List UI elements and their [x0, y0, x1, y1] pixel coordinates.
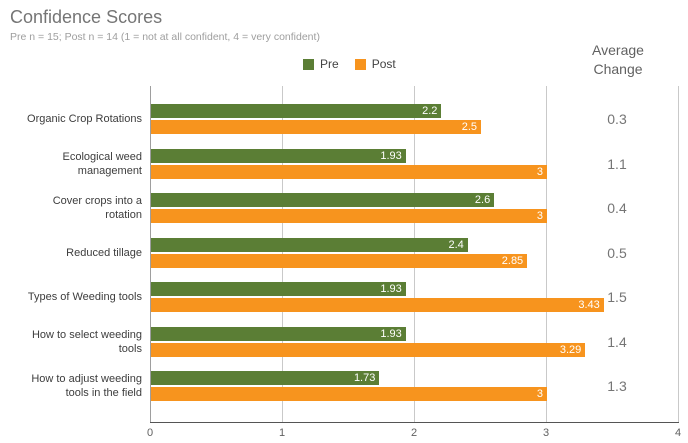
post-bar: 3: [151, 387, 547, 401]
category-label-line: How to adjust weeding: [31, 373, 142, 385]
pre-legend-swatch: [303, 58, 314, 70]
bar-value-label: 3.29: [559, 343, 582, 356]
average-change-value: 1.3: [607, 378, 627, 394]
x-axis-line: [150, 422, 679, 423]
category-label: Reduced tillage: [0, 246, 142, 260]
category-label: How to select weeding tools: [0, 328, 142, 356]
category-label-line: Organic Crop Rotations: [27, 113, 142, 125]
pre-bar: 1.73: [151, 371, 380, 385]
average-change-value: 1.4: [607, 333, 627, 350]
bar-value-label: 2.2: [422, 105, 438, 117]
x-tick-label-1: 1: [278, 427, 286, 439]
pre-bar: 1.93: [151, 282, 406, 296]
average-change-value: 0.5: [607, 244, 627, 261]
bar-value-label: 3: [536, 165, 543, 178]
category-label: How to adjust weeding tools in the field: [0, 372, 142, 400]
post-legend-swatch: [354, 58, 366, 70]
post-legend-label: Post: [371, 57, 396, 71]
category-label: Ecological weed management: [0, 150, 143, 178]
x-tick-label-3: 3: [542, 427, 550, 439]
pre-bar: 2.4: [151, 237, 468, 252]
gridline-x0: [150, 86, 151, 422]
bar-value-label: 2.5: [461, 121, 477, 133]
bar-value-label: 2.4: [448, 238, 464, 251]
bar-value-label: 1.93: [380, 149, 402, 162]
category-label-line: tools: [118, 342, 142, 355]
category-label-line: Reduced tillage: [66, 246, 142, 259]
gridline-x4: [678, 86, 679, 422]
chart-title: Confidence Scores: [10, 7, 163, 27]
post-bar: 3.29: [151, 342, 586, 357]
post-bar: 3: [151, 209, 547, 223]
pre-legend-label: Pre: [320, 57, 339, 71]
x-tick-label-2: 2: [410, 427, 418, 439]
bar-value-label: 1.93: [380, 327, 402, 340]
pre-bar: 1.93: [151, 326, 406, 341]
pre-bar: 2.6: [151, 193, 495, 207]
legend-item-post: Post: [354, 57, 396, 71]
category-label: Types of Weeding tools: [0, 290, 142, 304]
post-bar: 3.43: [151, 298, 604, 312]
average-change-value: 1.5: [607, 289, 627, 305]
category-label-line: rotation: [105, 209, 142, 221]
legend: Pre Post: [303, 57, 396, 71]
bar-value-label: 1.93: [380, 283, 402, 295]
average-change-value: 0.3: [607, 111, 627, 127]
category-label-line: management: [77, 164, 142, 177]
post-bar: 2.5: [151, 120, 481, 134]
pre-bar: 1.93: [151, 148, 406, 163]
gridline-x3: [546, 86, 547, 422]
average-change-value: 1.1: [607, 155, 627, 172]
category-label-line: How to select weeding: [31, 328, 142, 341]
bar-value-label: 2.6: [474, 194, 491, 206]
post-bar: 3: [151, 164, 547, 179]
x-tick-label-0: 0: [146, 427, 154, 439]
average-change-header: Average Change: [592, 42, 644, 77]
bar-value-label: 3: [536, 210, 543, 222]
category-label: Organic Crop Rotations: [0, 112, 142, 126]
bar-value-label: 3: [536, 388, 543, 400]
bar-value-label: 2.85: [501, 254, 524, 267]
category-label-line: Cover crops into a: [52, 195, 142, 207]
average-change-value: 0.4: [607, 200, 627, 216]
bar-value-label: 3.43: [578, 299, 600, 311]
category-label-line: Types of Weeding tools: [27, 291, 142, 303]
legend-item-pre: Pre: [303, 57, 339, 71]
category-label-line: tools in the field: [65, 387, 142, 399]
x-tick-label-4: 4: [674, 427, 682, 439]
category-label-line: Ecological weed: [62, 150, 143, 163]
post-bar: 2.85: [151, 253, 528, 268]
chart-subtitle: Pre n = 15; Post n = 14 (1 = not at all …: [10, 31, 320, 43]
pre-bar: 2.2: [151, 104, 442, 118]
category-label: Cover crops into a rotation: [0, 194, 142, 222]
bar-value-label: 1.73: [353, 372, 376, 384]
